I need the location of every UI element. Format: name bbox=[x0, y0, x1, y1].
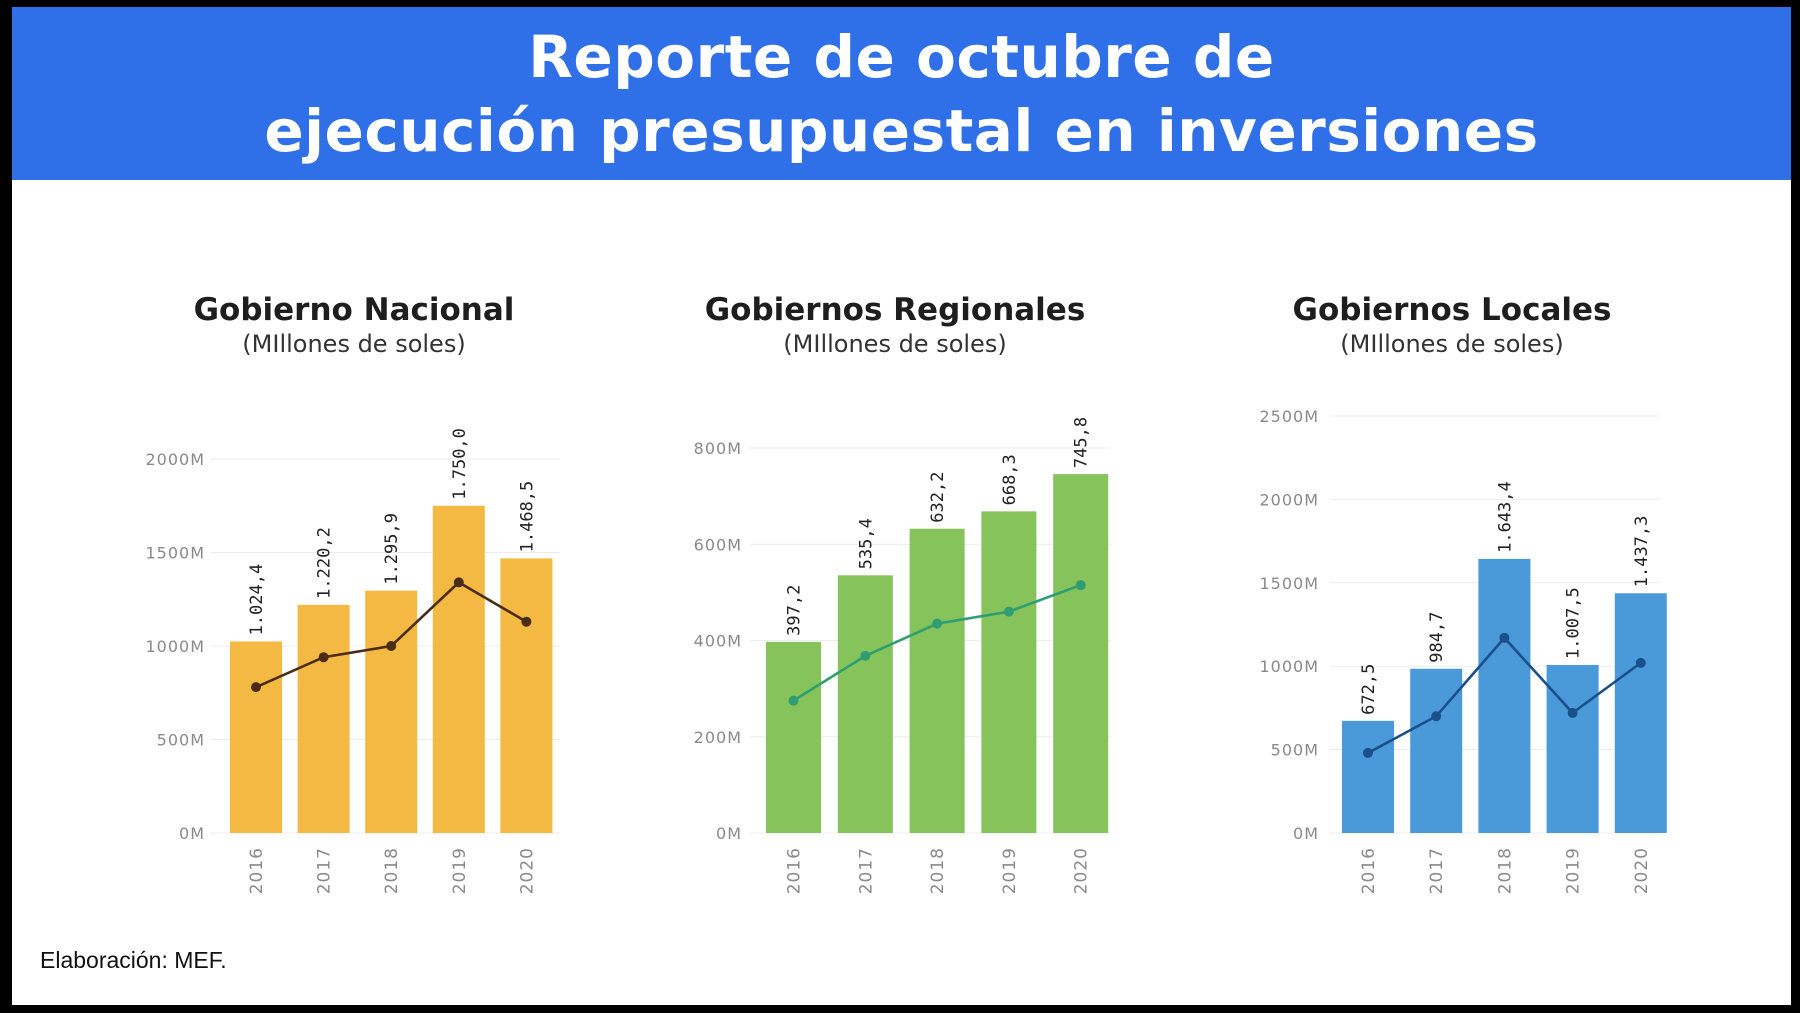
regionales-ytick-label: 400M bbox=[694, 632, 742, 651]
locales-ytick-label: 1500M bbox=[1259, 574, 1319, 593]
nacional-ytick-label: 2000M bbox=[145, 450, 205, 469]
nacional-bar bbox=[230, 641, 282, 833]
regionales-trend-point bbox=[932, 618, 943, 629]
regionales-xtick-label: 2020 bbox=[1072, 847, 1092, 894]
nacional-xtick-label: 2018 bbox=[382, 847, 402, 894]
locales-xtick-label: 2017 bbox=[1427, 847, 1447, 894]
nacional-trend-point bbox=[521, 616, 532, 627]
title-banner: Reporte de octubre de ejecución presupue… bbox=[12, 7, 1791, 180]
nacional-xtick-label: 2020 bbox=[517, 847, 537, 894]
nacional-value-label: 1.220,2 bbox=[315, 527, 335, 599]
locales-xtick-label: 2019 bbox=[1564, 847, 1584, 894]
locales-bar bbox=[1478, 558, 1531, 833]
nacional-ytick-label: 1000M bbox=[145, 637, 205, 656]
locales-xtick-label: 2016 bbox=[1359, 847, 1379, 894]
nacional-xtick-label: 2016 bbox=[247, 847, 267, 894]
regionales-trend-point bbox=[788, 695, 799, 706]
regionales-xtick-label: 2019 bbox=[1000, 847, 1020, 894]
locales-value-label: 1.437,3 bbox=[1632, 516, 1652, 588]
regionales-value-label: 632,2 bbox=[928, 472, 948, 523]
regionales-trend-point bbox=[1003, 606, 1014, 617]
report-title-line-2: ejecución presupuestal en inversiones bbox=[264, 97, 1539, 165]
locales-bar bbox=[1342, 720, 1394, 833]
nacional-bar bbox=[432, 505, 485, 833]
locales-value-label: 672,5 bbox=[1359, 664, 1379, 715]
regionales-bar bbox=[837, 575, 893, 833]
locales-ytick-label: 2000M bbox=[1259, 490, 1319, 509]
regionales-ytick-label: 200M bbox=[694, 728, 742, 747]
locales-value-label: 984,7 bbox=[1427, 612, 1447, 663]
nacional-trend-point bbox=[386, 641, 397, 651]
regionales-value-label: 668,3 bbox=[1000, 454, 1020, 505]
nacional-bar bbox=[297, 604, 350, 833]
regionales-ytick-label: 0M bbox=[716, 824, 742, 843]
regionales-value-label: 535,4 bbox=[856, 518, 876, 569]
chart-title-regionales: Gobiernos Regionales bbox=[704, 292, 1086, 328]
nacional-bar bbox=[500, 558, 553, 833]
locales-ytick-label: 1000M bbox=[1259, 657, 1319, 676]
regionales-bar bbox=[909, 528, 965, 833]
nacional-trend-point bbox=[251, 682, 261, 693]
nacional-value-label: 1.295,9 bbox=[382, 513, 402, 585]
chart-subtitle-regionales: (MIllones de soles) bbox=[783, 330, 1007, 358]
locales-bar bbox=[1614, 593, 1667, 833]
locales-trend-point bbox=[1567, 707, 1578, 718]
locales-trend-point bbox=[1635, 657, 1646, 668]
regionales-bar bbox=[981, 511, 1037, 833]
nacional-trend-point bbox=[453, 577, 464, 588]
locales-xtick-label: 2020 bbox=[1632, 847, 1652, 894]
locales-trend-point bbox=[1363, 747, 1373, 758]
locales-trend-point bbox=[1499, 632, 1510, 643]
locales-bar bbox=[1546, 664, 1599, 833]
nacional-xtick-label: 2019 bbox=[450, 847, 470, 894]
locales-ytick-label: 2500M bbox=[1259, 407, 1319, 426]
chart-title-nacional: Gobierno Nacional bbox=[193, 292, 515, 328]
locales-value-label: 1.643,4 bbox=[1495, 481, 1515, 553]
nacional-bar bbox=[365, 590, 418, 833]
regionales-value-label: 397,2 bbox=[785, 585, 805, 636]
regionales-ytick-label: 600M bbox=[694, 535, 742, 554]
locales-value-label: 1.007,5 bbox=[1564, 587, 1584, 659]
regionales-value-label: 745,8 bbox=[1072, 417, 1092, 468]
regionales-trend-point bbox=[860, 650, 871, 661]
chart-title-locales: Gobiernos Locales bbox=[1292, 292, 1612, 328]
nacional-trend-point bbox=[318, 652, 329, 663]
locales-ytick-label: 0M bbox=[1293, 824, 1319, 843]
regionales-xtick-label: 2016 bbox=[785, 847, 805, 894]
report-title-line-1: Reporte de octubre de bbox=[528, 23, 1275, 91]
nacional-ytick-label: 1500M bbox=[145, 544, 205, 563]
nacional-value-label: 1.024,4 bbox=[247, 564, 267, 636]
report-frame: Reporte de octubre de ejecución presupue… bbox=[12, 7, 1791, 1005]
nacional-ytick-label: 0M bbox=[179, 824, 205, 843]
nacional-ytick-label: 500M bbox=[157, 731, 205, 750]
source-note: Elaboración: MEF. bbox=[40, 947, 227, 973]
regionales-trend-point bbox=[1075, 580, 1086, 591]
locales-xtick-label: 2018 bbox=[1495, 847, 1515, 894]
regionales-bar bbox=[1053, 474, 1109, 833]
nacional-value-label: 1.750,0 bbox=[450, 428, 470, 500]
locales-trend-point bbox=[1431, 711, 1442, 722]
chart-subtitle-nacional: (MIllones de soles) bbox=[242, 330, 466, 358]
locales-ytick-label: 500M bbox=[1271, 741, 1319, 760]
regionales-xtick-label: 2018 bbox=[928, 847, 948, 894]
regionales-bar bbox=[766, 641, 821, 833]
nacional-xtick-label: 2017 bbox=[315, 847, 335, 894]
regionales-xtick-label: 2017 bbox=[856, 847, 876, 894]
chart-subtitle-locales: (MIllones de soles) bbox=[1340, 330, 1564, 358]
regionales-ytick-label: 800M bbox=[694, 439, 742, 458]
nacional-value-label: 1.468,5 bbox=[517, 481, 537, 553]
